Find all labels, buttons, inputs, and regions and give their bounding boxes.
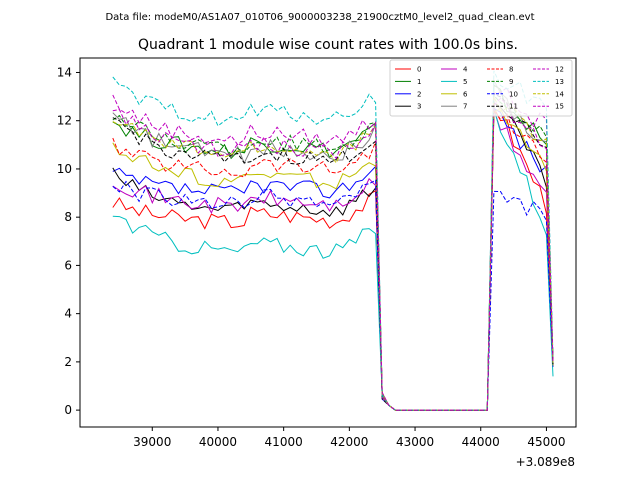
x-tick-label: 43000 (396, 435, 434, 449)
plot-frame (79, 57, 577, 428)
series-line-15 (112, 97, 554, 411)
series-line-0 (112, 107, 554, 411)
chart-suptitle: Data file: modeM0/AS1A07_010T06_90000032… (105, 12, 534, 23)
series-layer (112, 70, 554, 411)
series-line-6 (112, 107, 554, 411)
legend-label: 10 (509, 90, 518, 98)
chart-title: Quadrant 1 module wise count rates with … (138, 37, 518, 53)
x-tick-label: 45000 (527, 435, 565, 449)
legend-label: 2 (417, 90, 421, 98)
legend-label: 11 (509, 103, 518, 111)
y-tick-label: 6 (64, 258, 72, 272)
legend-box (389, 59, 573, 117)
series-line-1 (112, 84, 554, 411)
y-tick-label: 8 (64, 210, 72, 224)
series-line-14 (112, 96, 554, 411)
series-line-11 (112, 93, 554, 411)
x-tick-label: 44000 (462, 435, 500, 449)
series-line-9 (112, 94, 554, 411)
series-line-8 (112, 109, 554, 411)
legend-label: 4 (463, 66, 468, 74)
legend-label: 13 (555, 78, 564, 86)
x-axis: 39000 40000 41000 42000 43000 44000 45000 (133, 427, 566, 449)
legend-label: 3 (417, 103, 421, 111)
y-tick-label: 12 (57, 114, 72, 128)
series-line-7 (112, 78, 554, 411)
x-tick-label: 42000 (330, 435, 368, 449)
y-axis: 0 2 4 6 8 10 12 14 (57, 65, 80, 417)
y-tick-label: 10 (57, 162, 72, 176)
y-tick-label: 14 (57, 65, 72, 79)
legend-label: 14 (555, 90, 564, 98)
legend-label: 0 (417, 66, 421, 74)
legend-label: 1 (417, 78, 421, 86)
x-tick-label: 39000 (133, 435, 171, 449)
legend-label: 5 (463, 78, 467, 86)
y-tick-label: 2 (64, 355, 72, 369)
legend-label: 8 (509, 66, 513, 74)
x-offset-label: +3.089e8 (516, 455, 575, 469)
legend-label: 6 (463, 90, 468, 98)
legend-label: 7 (463, 103, 467, 111)
y-tick-label: 4 (64, 307, 72, 321)
x-tick-label: 41000 (265, 435, 303, 449)
legend-label: 9 (509, 78, 513, 86)
series-line-13 (112, 70, 554, 411)
legend-label: 12 (555, 66, 564, 74)
y-tick-label: 0 (64, 403, 72, 417)
legend-label: 15 (555, 103, 564, 111)
x-tick-label: 40000 (199, 435, 237, 449)
